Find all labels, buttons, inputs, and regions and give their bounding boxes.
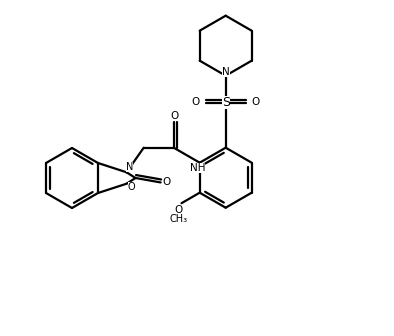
Text: O: O bbox=[251, 97, 260, 107]
Text: N: N bbox=[222, 67, 230, 77]
Text: O: O bbox=[191, 97, 200, 107]
Text: CH₃: CH₃ bbox=[169, 214, 188, 224]
Text: O: O bbox=[128, 182, 135, 192]
Text: N: N bbox=[126, 162, 133, 172]
Text: S: S bbox=[222, 96, 230, 109]
Text: O: O bbox=[171, 111, 179, 121]
Text: O: O bbox=[162, 177, 171, 187]
Text: O: O bbox=[175, 205, 183, 215]
Text: NH: NH bbox=[190, 163, 205, 173]
